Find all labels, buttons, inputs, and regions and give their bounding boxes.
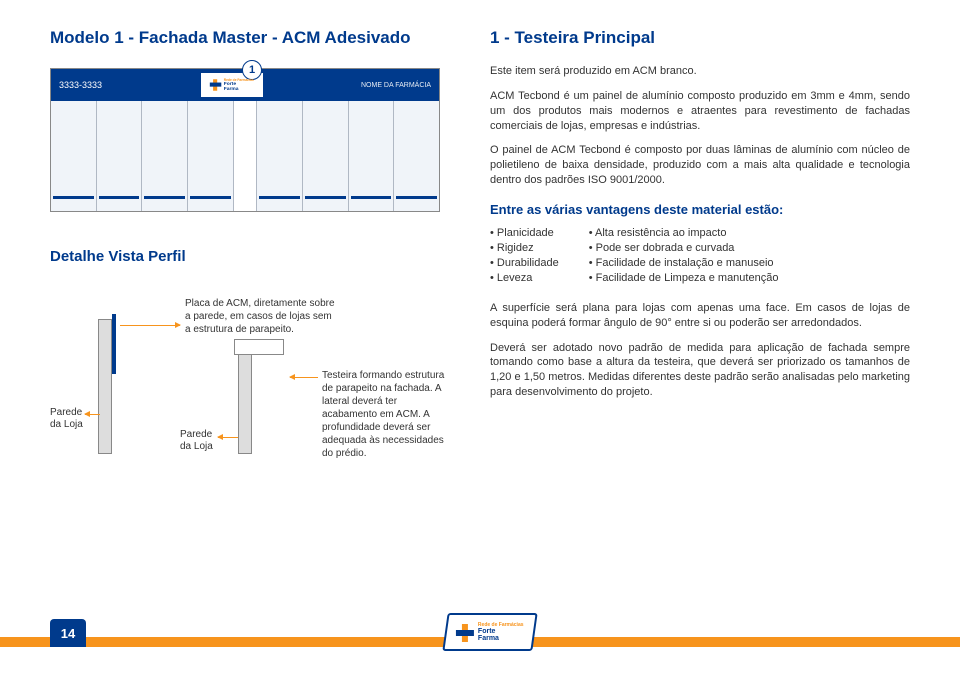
facade-illustration: 1 3333-3333 Rede de FarmáciasForteFarma …: [50, 68, 450, 212]
advantages-columns: Planicidade Rigidez Durabilidade Leveza …: [490, 227, 910, 287]
paragraph-3: O painel de ACM Tecbond é composto por d…: [490, 143, 910, 188]
adv-item: Pode ser dobrada e curvada: [589, 242, 779, 254]
logo-cross-icon: [456, 623, 474, 641]
paragraph-4: A superfície será plana para lojas com a…: [490, 301, 910, 331]
advantages-left-list: Planicidade Rigidez Durabilidade Leveza: [490, 227, 559, 287]
adv-item: Facilidade de Limpeza e manutenção: [589, 272, 779, 284]
logo-text: Rede de Farmácias ForteFarma: [478, 623, 524, 642]
testeira-text: Testeira formando estrutura de parapeito…: [322, 369, 447, 460]
page-number-badge: 14: [50, 619, 86, 647]
footer: 14 Rede de Farmácias ForteFarma: [0, 633, 960, 647]
adv-item: Facilidade de instalação e manuseio: [589, 257, 779, 269]
advantages-title: Entre as várias vantagens deste material…: [490, 202, 910, 217]
adv-item: Alta resistência ao impacto: [589, 227, 779, 239]
adv-item: Leveza: [490, 272, 559, 284]
profile-diagram: Parede da Loja Parede da Loja Placa de A…: [50, 279, 450, 469]
footer-logo: Rede de Farmácias ForteFarma: [442, 613, 537, 651]
paragraph-5: Deverá ser adotado novo padrão de medida…: [490, 341, 910, 400]
logo-cross-icon: [210, 79, 221, 90]
facade-phone: 3333-3333: [59, 80, 102, 90]
detail-title: Detalhe Vista Perfil: [50, 248, 450, 265]
paragraph-1: Este item será produzido em ACM branco.: [490, 64, 910, 79]
left-title: Modelo 1 - Fachada Master - ACM Adesivad…: [50, 28, 450, 48]
parede-label-1: Parede da Loja: [50, 407, 83, 431]
advantages-right-list: Alta resistência ao impacto Pode ser dob…: [589, 227, 779, 287]
parede-label-2: Parede da Loja: [180, 429, 213, 453]
adv-item: Durabilidade: [490, 257, 559, 269]
facade-nome: NOME DA FARMÁCIA: [361, 82, 431, 89]
placa-text: Placa de ACM, diretamente sobre a parede…: [185, 297, 335, 336]
right-title: 1 - Testeira Principal: [490, 28, 910, 48]
paragraph-2: ACM Tecbond é um painel de alumínio comp…: [490, 89, 910, 134]
adv-item: Planicidade: [490, 227, 559, 239]
adv-item: Rigidez: [490, 242, 559, 254]
